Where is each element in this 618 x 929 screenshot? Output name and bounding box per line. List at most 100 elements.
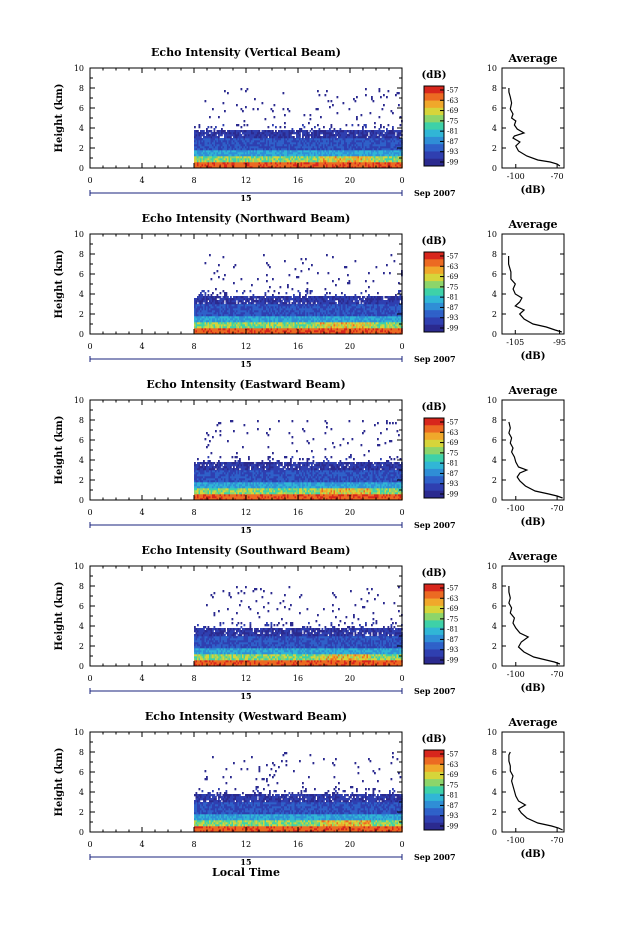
- heatmap-cell: [281, 158, 283, 161]
- heatmap-cell: [267, 138, 270, 141]
- heatmap-cell: [248, 300, 250, 303]
- heatmap-cell: [371, 130, 373, 133]
- heatmap-cell: [201, 156, 204, 159]
- heatmap-cell: [372, 150, 375, 153]
- heatmap-cell: [213, 166, 216, 169]
- heatmap-cell: [335, 140, 337, 143]
- heatmap-cell: [299, 158, 301, 161]
- heatmap-cell: [371, 164, 373, 167]
- heatmap-cell: [197, 160, 199, 163]
- heatmap-cell: [372, 138, 375, 141]
- heatmap-cell: [254, 160, 256, 163]
- heatmap-cell: [216, 158, 219, 161]
- heatmap-cell: [281, 164, 283, 167]
- heatmap-cell: [243, 144, 246, 147]
- heatmap-cell: [251, 146, 253, 149]
- heatmap-cell: [255, 142, 258, 145]
- heatmap-cell: [227, 154, 229, 157]
- heatmap-cell: [329, 144, 331, 147]
- heatmap-cell: [351, 166, 354, 169]
- heatmap-cell: [236, 162, 238, 165]
- heatmap-cell: [354, 138, 357, 141]
- heatmap-cell: [363, 150, 366, 153]
- heatmap-cell: [357, 134, 360, 137]
- heatmap-cell: [242, 292, 244, 295]
- heatmap-cell: [264, 292, 267, 295]
- heatmap-cell: [282, 160, 285, 163]
- heatmap-cell: [312, 146, 315, 149]
- heatmap-cell: [299, 150, 301, 153]
- heatmap-cell: [246, 150, 249, 153]
- heatmap-cell: [279, 162, 282, 165]
- heatmap-cell: [312, 140, 315, 143]
- heatmap-cell: [225, 158, 228, 161]
- heatmap-cell: [257, 136, 259, 139]
- heatmap-cell: [326, 140, 328, 143]
- heatmap-cell: [348, 134, 351, 137]
- heatmap-cell: [245, 146, 247, 149]
- heatmap-cell: [272, 158, 274, 161]
- heatmap-cell: [251, 134, 253, 137]
- heatmap-cell: [209, 142, 211, 145]
- heatmap-cell: [330, 154, 333, 157]
- heatmap-cell: [248, 164, 250, 167]
- heatmap-cell: [194, 148, 196, 151]
- heatmap-cell: [222, 160, 225, 163]
- heatmap-cell: [294, 166, 297, 169]
- heatmap-cell: [264, 136, 267, 139]
- heatmap-cell: [396, 138, 399, 141]
- heatmap-cell: [392, 166, 394, 169]
- heatmap-cell: [300, 152, 303, 155]
- heatmap-cell: [317, 144, 319, 147]
- heatmap-cell: [195, 132, 198, 135]
- heatmap-cell: [374, 156, 376, 159]
- heatmap-cell: [269, 144, 271, 147]
- heatmap-cell: [279, 156, 282, 159]
- heatmap-cell: [321, 158, 324, 161]
- heatmap-cell: [264, 118, 267, 121]
- heatmap-cell: [293, 150, 295, 153]
- heatmap-cell: [213, 158, 216, 161]
- heatmap-cell: [389, 140, 391, 143]
- heatmap-cell: [230, 132, 232, 135]
- heatmap-cell: [198, 134, 201, 137]
- heatmap-cell: [288, 130, 291, 133]
- heatmap-cell: [350, 160, 352, 163]
- heatmap-cell: [236, 148, 238, 151]
- heatmap-cell: [291, 160, 294, 163]
- heatmap-cell: [233, 162, 235, 165]
- heatmap-cell: [375, 156, 378, 159]
- heatmap-cell: [326, 162, 328, 165]
- heatmap-cell: [347, 274, 349, 277]
- heatmap-cell: [320, 152, 322, 155]
- heatmap-cell: [345, 130, 348, 133]
- heatmap-cell: [365, 134, 367, 137]
- heatmap-cell: [326, 138, 328, 141]
- heatmap-cell: [204, 262, 207, 265]
- heatmap-cell: [237, 134, 240, 137]
- heatmap-cell: [317, 166, 319, 169]
- heatmap-cell: [222, 140, 225, 143]
- heatmap-cell: [251, 152, 253, 155]
- heatmap-cell: [293, 152, 295, 155]
- heatmap-cell: [215, 158, 217, 161]
- heatmap-cell: [356, 138, 358, 141]
- heatmap-cell: [369, 140, 372, 143]
- heatmap-cell: [387, 158, 390, 161]
- heatmap-cell: [260, 162, 262, 165]
- heatmap-cell: [291, 148, 294, 151]
- heatmap-cell: [339, 138, 342, 141]
- heatmap-cell: [291, 154, 294, 157]
- heatmap-cell: [338, 146, 340, 149]
- heatmap-cell: [377, 164, 379, 167]
- heatmap-cell: [228, 148, 231, 151]
- heatmap-cell: [255, 130, 258, 133]
- heatmap-cell: [339, 152, 342, 155]
- heatmap-cell: [306, 288, 309, 291]
- heatmap-cell: [236, 130, 238, 133]
- heatmap-cell: [323, 152, 325, 155]
- heatmap-cell: [296, 166, 298, 169]
- heatmap-cell: [251, 130, 253, 133]
- heatmap-cell: [234, 156, 237, 159]
- heatmap-cell: [357, 166, 360, 169]
